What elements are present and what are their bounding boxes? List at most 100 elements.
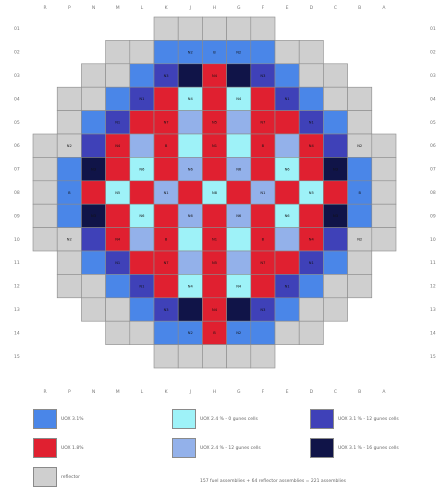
row-label: 05 (430, 120, 436, 126)
assembly-cell (274, 297, 300, 322)
assembly-cell: N1 (274, 274, 300, 299)
row-label: 02 (14, 50, 20, 56)
assembly-label: B (213, 331, 216, 335)
assembly-label: N1 (285, 284, 290, 288)
assembly-cell: N3 (153, 63, 179, 88)
assembly-label: N2 (357, 238, 362, 242)
legend-swatch (33, 438, 57, 458)
assembly-cell (323, 227, 348, 252)
assembly-cell (81, 180, 106, 205)
assembly-cell (226, 16, 252, 41)
assembly-cell: N6 (129, 203, 155, 228)
assembly-cell (226, 180, 252, 205)
legend-label: UOX 3.1 % - 16 gunes cells (338, 445, 399, 451)
assembly-cell (32, 133, 58, 158)
assembly-cell (56, 110, 82, 135)
assembly-label: N6 (236, 214, 242, 218)
assembly-cell (81, 133, 106, 158)
legend-label: UOX 2.4 % - 0 gunes cells (200, 416, 258, 422)
assembly-label: N1 (164, 191, 169, 195)
assembly-cell (129, 133, 155, 158)
assembly-cell (226, 344, 252, 369)
assembly-cell (250, 344, 276, 369)
column-label: J (189, 389, 191, 395)
assembly-label: N4 (212, 74, 218, 78)
assembly-cell (129, 63, 155, 88)
assembly-cell: N2 (226, 40, 252, 65)
legend-swatch (310, 438, 334, 458)
assembly-cell: N2 (56, 133, 82, 158)
assembly-cell (129, 110, 155, 135)
assembly-cell (347, 86, 373, 111)
assembly-cell: N4 (298, 227, 324, 252)
assembly-cell (32, 227, 58, 252)
assembly-cell (105, 203, 131, 228)
column-label: L (141, 5, 144, 11)
assembly-cell: N4 (177, 86, 203, 111)
assembly-cell (202, 86, 227, 111)
assembly-cell (323, 63, 348, 88)
assembly-label: N3 (333, 214, 338, 218)
column-label: F (262, 5, 265, 11)
assembly-cell: N1 (298, 250, 324, 275)
assembly-cell (153, 320, 179, 345)
assembly-cell: N6 (274, 157, 300, 182)
core-map: R P N M L K J H G F E D C B A R P N M L K J H G F E D C B A 01 02 03 04… (14, 5, 436, 395)
column-label: A (382, 5, 386, 11)
assembly-cell (81, 110, 106, 135)
assembly-cell: N1 (298, 110, 324, 135)
assembly-label: N3 (333, 167, 338, 171)
assembly-cell (105, 86, 131, 111)
legend-item-uox-1-8: UOX 1.8% (33, 438, 84, 458)
assembly-label: N6 (285, 167, 291, 171)
assembly-cell (274, 40, 300, 65)
assembly-label: N2 (236, 50, 241, 54)
assembly-cell: N6 (274, 203, 300, 228)
assembly-label: N3 (260, 308, 265, 312)
assembly-cell (105, 63, 131, 88)
assembly-label: N1 (139, 97, 144, 101)
column-label: C (334, 5, 337, 11)
column-label: E (286, 5, 289, 11)
column-label: N (92, 5, 95, 11)
assembly-label: N1 (212, 238, 217, 242)
assembly-cell (323, 274, 348, 299)
assembly-cell: N3 (323, 157, 348, 182)
assembly-cell (81, 274, 106, 299)
legend-label: UOX 3.1 % - 12 gunes cells (338, 416, 399, 422)
assembly-cell (105, 274, 131, 299)
legend-swatch (310, 409, 334, 429)
assembly-label: N7 (260, 121, 265, 125)
assembly-cell: N2 (347, 227, 373, 252)
row-label: 15 (430, 354, 436, 360)
assembly-cell: B (153, 227, 179, 252)
assembly-cell (129, 320, 155, 345)
assembly-label: N4 (188, 97, 194, 101)
assembly-cell (202, 344, 227, 369)
row-label: 05 (14, 120, 20, 126)
row-label: 10 (430, 237, 436, 243)
assembly-cell: N3 (153, 297, 179, 322)
column-label: D (310, 5, 314, 11)
column-label: K (165, 389, 169, 395)
assembly-label: N4 (115, 144, 121, 148)
assembly-label: N6 (188, 167, 194, 171)
row-label: 01 (430, 26, 436, 32)
assembly-cell (274, 227, 300, 252)
assembly-cell: B (153, 133, 179, 158)
assembly-label: N1 (309, 121, 314, 125)
legend-swatch (33, 409, 57, 429)
assembly-label: N3 (91, 214, 96, 218)
assembly-cell: N4 (226, 86, 252, 111)
assembly-cell: N5 (202, 110, 227, 135)
assembly-cell (226, 110, 252, 135)
assembly-cell: N4 (202, 63, 227, 88)
assembly-cell (371, 133, 397, 158)
assembly-cell (323, 250, 348, 275)
assembly-label: N4 (236, 97, 242, 101)
column-label: R (44, 5, 47, 11)
legend-label: reflector (61, 474, 80, 480)
assembly-cell: B (347, 180, 373, 205)
